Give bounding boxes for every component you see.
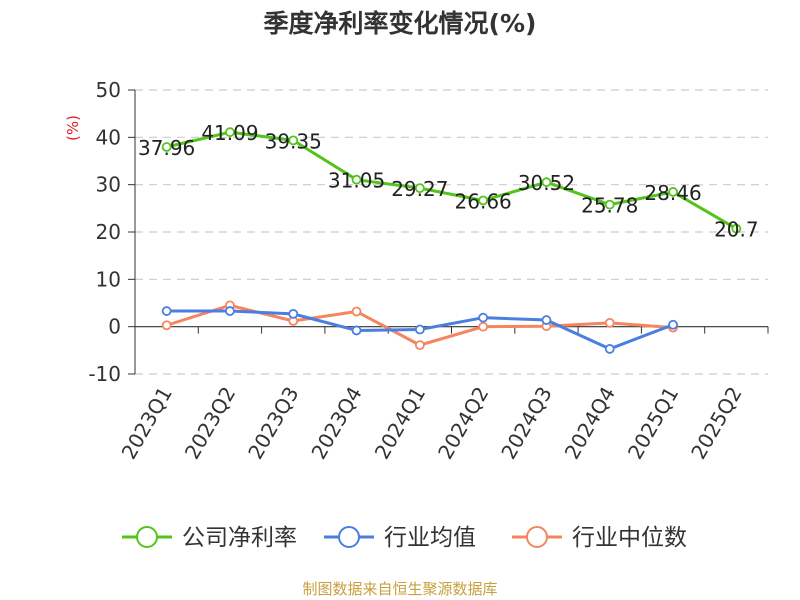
x-tick-label: 2025Q1 [623, 383, 683, 464]
data-label: 28.46 [644, 181, 701, 205]
series-line [166, 130, 738, 230]
y-tick-label: 0 [108, 315, 121, 339]
data-point [161, 142, 172, 152]
source-note: 制图数据来自恒生聚源数据库 [302, 580, 497, 598]
data-point [668, 319, 678, 330]
data-label: 41.09 [201, 121, 258, 145]
x-tick-label: 2024Q2 [433, 383, 493, 464]
data-point [225, 306, 235, 316]
series-layer [161, 127, 742, 354]
gridlines [135, 89, 768, 375]
y-tick-label: 50 [96, 78, 121, 102]
data-label: 29.27 [391, 177, 448, 201]
chart-title: 季度净利率变化情况(%) [264, 9, 537, 38]
x-tick-label: 2023Q1 [117, 383, 177, 464]
y-tick-label: 10 [96, 267, 121, 291]
data-label: 31.05 [328, 169, 385, 193]
data-point [478, 312, 489, 323]
data-point [604, 317, 615, 328]
legend-marker [526, 526, 548, 548]
y-tick-label: -10 [88, 362, 121, 386]
x-tick-label: 2024Q1 [370, 383, 430, 464]
data-label: 37.96 [138, 136, 195, 160]
data-point [288, 135, 299, 146]
y-tick-label: 30 [96, 173, 121, 197]
y-tick-label: 40 [96, 125, 121, 149]
data-point [478, 321, 489, 332]
data-point [161, 306, 172, 316]
x-tick-label: 2024Q3 [496, 383, 556, 464]
data-label: 25.78 [581, 194, 638, 218]
x-tick-label: 2023Q3 [243, 383, 303, 464]
data-point [288, 308, 299, 319]
data-point [604, 199, 615, 210]
data-point [668, 187, 678, 197]
data-point [351, 306, 362, 317]
legend-label: 行业均值 [384, 525, 476, 551]
data-point [541, 315, 552, 325]
data-point [351, 174, 362, 185]
data-label: 26.66 [455, 189, 512, 213]
data-label: 39.35 [265, 129, 322, 153]
data-point [414, 183, 425, 194]
legend-marker [338, 526, 360, 548]
legend-item: 行业均值 [324, 525, 476, 551]
legend-marker [136, 526, 158, 548]
data-point [414, 340, 425, 351]
y-tick-label: 20 [96, 220, 121, 244]
x-tick-label: 2023Q4 [306, 383, 366, 464]
data-point [351, 325, 362, 336]
data-point [225, 127, 235, 138]
data-point [541, 177, 552, 188]
data-point [604, 344, 615, 354]
legend: 公司净利率 行业均值 行业中位数 [122, 525, 687, 551]
data-label: 30.52 [518, 171, 575, 195]
data-point [731, 223, 742, 234]
x-tick-label: 2023Q2 [180, 383, 240, 464]
legend-item: 公司净利率 [122, 525, 297, 551]
x-axis-ticks: 2023Q1 2023Q2 2023Q3 2023Q4 2024Q1 2024Q2 2024… [117, 326, 769, 464]
y-axis-label: (%) [64, 115, 82, 141]
data-label: 20.7 [714, 218, 759, 242]
legend-label: 行业中位数 [572, 525, 687, 551]
legend-item: 行业中位数 [512, 525, 687, 551]
data-point [161, 320, 172, 331]
legend-label: 公司净利率 [182, 525, 297, 551]
data-point [414, 324, 425, 335]
y-axis-ticks: 50 40 30 20 10 0 -10 [88, 78, 135, 386]
data-point [478, 195, 489, 206]
x-tick-label: 2025Q2 [686, 383, 746, 464]
x-tick-label: 2024Q4 [560, 383, 620, 464]
